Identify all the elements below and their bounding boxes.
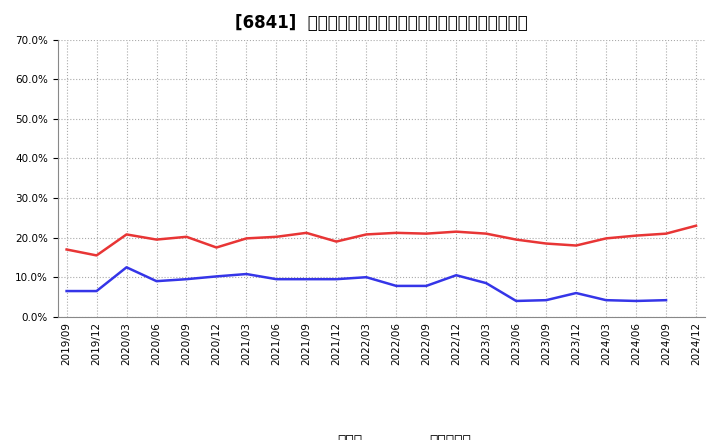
有利子負債 — [122, 264, 131, 270]
有利子負債 — [272, 276, 281, 282]
現預金 — [182, 234, 191, 239]
有利子負債 — [302, 276, 311, 282]
有利子負債 — [512, 298, 521, 304]
現預金 — [482, 231, 490, 236]
現預金 — [662, 231, 670, 236]
有利子負債 — [332, 276, 341, 282]
現預金 — [122, 232, 131, 237]
現預金 — [92, 253, 101, 258]
有利子負債 — [62, 289, 71, 294]
現預金 — [422, 231, 431, 236]
有利子負債 — [362, 275, 371, 280]
有利子負債 — [631, 298, 640, 304]
現預金 — [572, 243, 580, 248]
現預金 — [692, 223, 701, 228]
現預金 — [542, 241, 551, 246]
現預金 — [212, 245, 221, 250]
有利子負債 — [92, 289, 101, 294]
有利子負債 — [212, 274, 221, 279]
現預金 — [512, 237, 521, 242]
有利子負債 — [602, 297, 611, 303]
Line: 現預金: 現預金 — [66, 226, 696, 255]
現預金 — [602, 236, 611, 241]
有利子負債 — [392, 283, 400, 289]
Line: 有利子負債: 有利子負債 — [66, 267, 666, 301]
Title: [6841]  現預金、有利子負債の総資産に対する比率の推移: [6841] 現預金、有利子負債の総資産に対する比率の推移 — [235, 15, 528, 33]
有利子負債 — [542, 297, 551, 303]
現預金 — [242, 236, 251, 241]
有利子負債 — [572, 290, 580, 296]
有利子負債 — [242, 271, 251, 277]
現預金 — [272, 234, 281, 239]
現預金 — [332, 239, 341, 244]
現預金 — [152, 237, 161, 242]
現預金 — [452, 229, 461, 234]
現預金 — [631, 233, 640, 238]
有利子負債 — [152, 279, 161, 284]
有利子負債 — [662, 297, 670, 303]
有利子負債 — [452, 272, 461, 278]
現預金 — [362, 232, 371, 237]
有利子負債 — [422, 283, 431, 289]
現預金 — [302, 230, 311, 235]
有利子負債 — [182, 276, 191, 282]
Legend: 現預金, 有利子負債: 現預金, 有利子負債 — [286, 429, 477, 440]
現預金 — [392, 230, 400, 235]
有利子負債 — [482, 281, 490, 286]
現預金 — [62, 247, 71, 252]
